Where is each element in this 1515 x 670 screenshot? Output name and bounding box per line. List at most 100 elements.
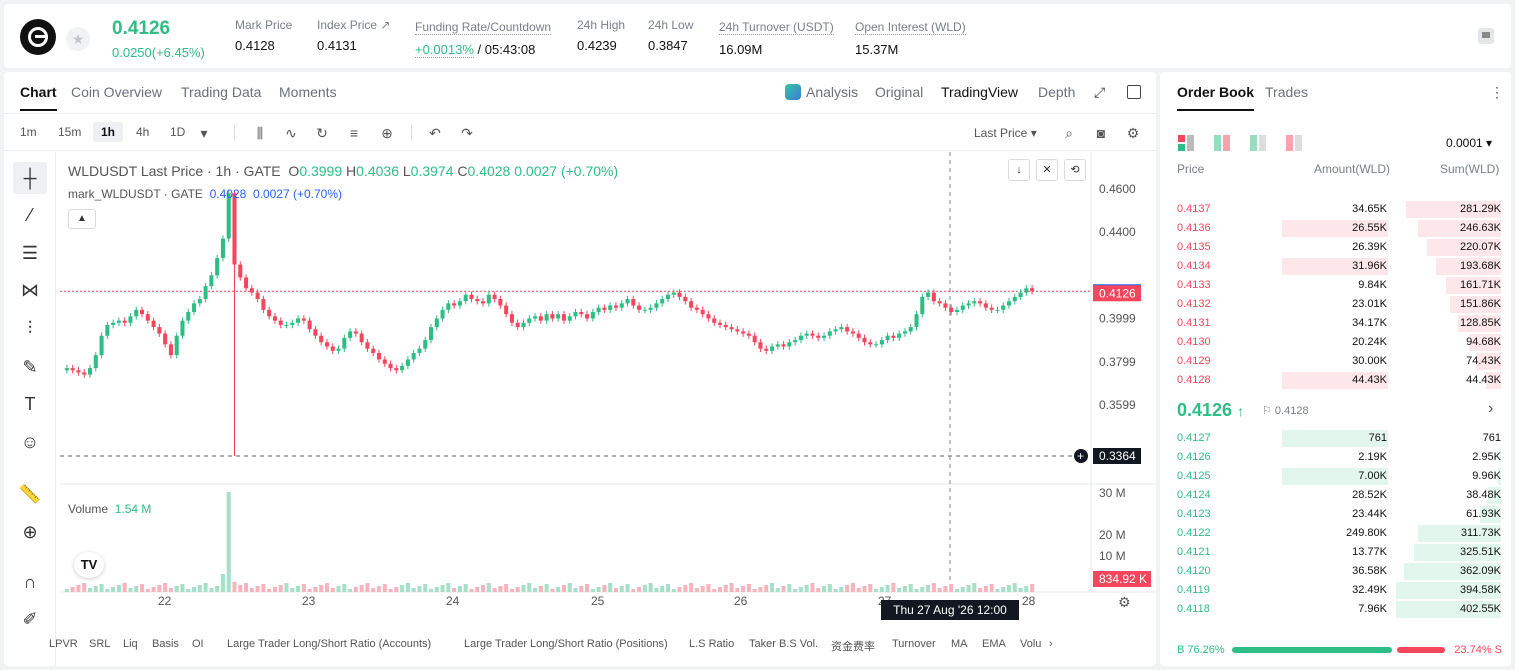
candlestick-chart[interactable]: 0.46000.44000.39990.37990.35990.41280.41…	[60, 152, 1156, 622]
order-row[interactable]: 0.4122 249.80K 311.73K	[1160, 524, 1511, 543]
order-row[interactable]: 0.4125 7.00K 9.96K	[1160, 467, 1511, 486]
volume-bar	[631, 589, 636, 592]
text-icon[interactable]: T	[24, 394, 36, 414]
tradingview-logo[interactable]: TV	[74, 552, 104, 578]
order-row[interactable]: 0.4136 26.55K 246.63K	[1160, 219, 1511, 238]
order-row[interactable]: 0.4131 34.17K 128.85K	[1160, 314, 1511, 333]
favorite-star-icon[interactable]: ★	[66, 27, 90, 51]
indicator-item[interactable]: Volu	[1020, 638, 1042, 650]
timeframe-4h[interactable]: 4h	[136, 125, 150, 139]
order-row[interactable]: 0.4118 7.96K 402.55K	[1160, 600, 1511, 619]
candle-body	[394, 368, 399, 371]
volume-bar	[498, 586, 503, 592]
indicator-item[interactable]: Taker B.S Vol.	[749, 638, 819, 650]
order-row[interactable]: 0.4123 23.44K 61.93K	[1160, 505, 1511, 524]
price-type-select[interactable]: Last Price ▾	[974, 126, 1037, 140]
chevron-right-icon[interactable]: ›	[1488, 400, 1494, 417]
depth-tab[interactable]: Depth	[1038, 84, 1076, 100]
order-row[interactable]: 0.4127 761 761	[1160, 429, 1511, 448]
candle-body	[128, 316, 133, 323]
indicator-item[interactable]: Large Trader Long/Short Ratio (Accounts)	[227, 638, 432, 650]
timeframe-1m[interactable]: 1m	[20, 125, 37, 139]
order-row[interactable]: 0.4128 44.43K 44.43K	[1160, 371, 1511, 390]
order-row[interactable]: 0.4133 9.84K 161.71K	[1160, 276, 1511, 295]
index-price-stat[interactable]: Index Price ↗ 0.4131	[317, 18, 390, 53]
timeframe-1d[interactable]: 1D	[170, 125, 186, 139]
pattern-icon[interactable]: ⋈	[21, 280, 39, 300]
magnet-icon[interactable]: ∩	[23, 572, 37, 592]
volume-bar	[642, 585, 647, 592]
order-row[interactable]: 0.4120 36.58K 362.09K	[1160, 562, 1511, 581]
tab-trades[interactable]: Trades	[1265, 84, 1309, 100]
prediction-icon[interactable]: ⫶	[27, 318, 33, 338]
mode-split-icon[interactable]	[1214, 135, 1230, 151]
collapse-button[interactable]: ✕	[1036, 159, 1058, 181]
original-view-tab[interactable]: Original	[875, 84, 924, 100]
indicator-item[interactable]: LPVR	[49, 638, 78, 650]
mode-both-icon[interactable]	[1178, 135, 1194, 151]
replay-icon[interactable]: ↻	[316, 125, 328, 141]
chevron-down-icon[interactable]: ▾	[200, 125, 208, 141]
order-row[interactable]: 0.4129 30.00K 74.43K	[1160, 352, 1511, 371]
indicator-item[interactable]: 资金费率	[831, 641, 875, 653]
candle-type-icon[interactable]: ⫼	[256, 125, 264, 141]
order-row[interactable]: 0.4124 28.52K 38.48K	[1160, 486, 1511, 505]
analysis-button[interactable]: Analysis	[806, 84, 859, 100]
lock-drawing-icon[interactable]: ✐	[22, 609, 38, 629]
expand-icon[interactable]: ⤢	[1094, 84, 1106, 100]
templates-icon[interactable]: ≡	[349, 125, 359, 141]
order-row[interactable]: 0.4134 31.96K 193.68K	[1160, 257, 1511, 276]
volume-bar	[463, 584, 468, 592]
zoom-in-icon[interactable]: ⊕	[22, 522, 38, 542]
timeframe-15m[interactable]: 15m	[58, 125, 82, 139]
order-row[interactable]: 0.4130 20.24K 94.68K	[1160, 333, 1511, 352]
mode-asks-icon[interactable]	[1286, 135, 1302, 151]
indicator-item[interactable]: Turnover	[892, 638, 936, 650]
chevron-right-icon[interactable]: ›	[1049, 638, 1053, 650]
crosshair-icon[interactable]: ┼	[13, 162, 47, 194]
redo-icon[interactable]: ↷	[461, 125, 473, 141]
scroll-down-button[interactable]: ↓	[1008, 159, 1030, 181]
indicator-item[interactable]: L.S Ratio	[689, 638, 735, 650]
collapse-legend-button[interactable]: ▲	[68, 209, 96, 229]
emoji-icon[interactable]: ☺	[20, 432, 40, 452]
order-row[interactable]: 0.4132 23.01K 151.86K	[1160, 295, 1511, 314]
tab-moments[interactable]: Moments	[279, 84, 337, 100]
window-icon[interactable]	[1127, 85, 1141, 99]
notes-icon[interactable]	[1478, 28, 1494, 44]
order-row[interactable]: 0.4137 34.65K 281.29K	[1160, 200, 1511, 219]
add-alert-icon[interactable]: ⊕	[381, 125, 393, 141]
precision-select[interactable]: 0.0001 ▾	[1446, 136, 1493, 150]
tab-trading-data[interactable]: Trading Data	[181, 84, 262, 100]
ruler-icon[interactable]: 📏	[18, 484, 42, 504]
indicator-item[interactable]: OI	[192, 638, 204, 650]
timeframe-1h[interactable]: 1h	[93, 122, 124, 142]
crosshair-price-tag-bg	[1093, 448, 1141, 464]
search-icon[interactable]: ⌕	[1065, 125, 1073, 141]
indicator-item[interactable]: Large Trader Long/Short Ratio (Positions…	[464, 638, 668, 650]
fib-icon[interactable]: ☰	[21, 243, 39, 263]
indicator-item[interactable]: Liq	[123, 638, 138, 650]
camera-icon[interactable]: ◙	[1096, 125, 1106, 141]
order-row[interactable]: 0.4121 13.77K 325.51K	[1160, 543, 1511, 562]
indicators-icon[interactable]: ∿	[285, 125, 297, 141]
tab-coin-overview[interactable]: Coin Overview	[71, 84, 163, 100]
indicator-item[interactable]: MA	[951, 638, 968, 650]
tradingview-tab[interactable]: TradingView	[941, 84, 1019, 100]
gear-icon[interactable]: ⚙	[1126, 125, 1140, 141]
indicator-item[interactable]: Basis	[152, 638, 179, 650]
reset-chart-button[interactable]: ⟲	[1064, 159, 1086, 181]
undo-icon[interactable]: ↶	[429, 125, 441, 141]
order-row[interactable]: 0.4126 2.19K 2.95K	[1160, 448, 1511, 467]
tab-order-book[interactable]: Order Book	[1177, 84, 1255, 111]
indicator-item[interactable]: EMA	[982, 638, 1006, 650]
more-menu-icon[interactable]: ⋮	[1490, 84, 1504, 100]
candle-body	[64, 368, 69, 371]
brush-icon[interactable]: ✎	[22, 357, 38, 377]
mode-bids-icon[interactable]	[1250, 135, 1266, 151]
indicator-item[interactable]: SRL	[89, 638, 111, 650]
order-row[interactable]: 0.4119 32.49K 394.58K	[1160, 581, 1511, 600]
trendline-icon[interactable]: ⁄	[28, 205, 32, 225]
tab-chart[interactable]: Chart	[20, 84, 57, 111]
order-row[interactable]: 0.4135 26.39K 220.07K	[1160, 238, 1511, 257]
